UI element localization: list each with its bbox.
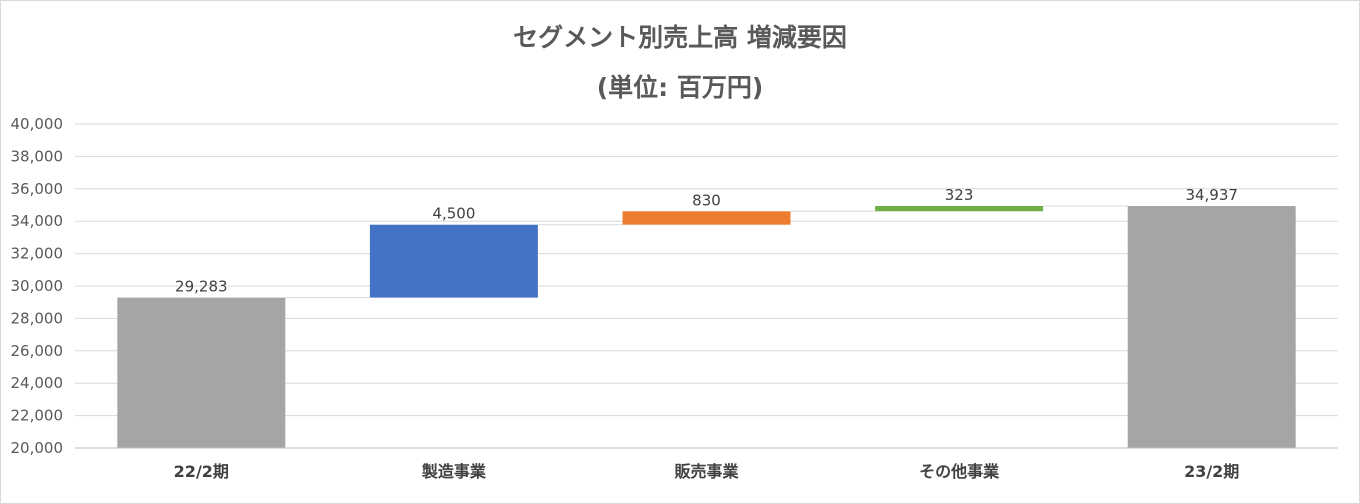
y-tick-label: 38,000 [11,147,64,165]
bar [875,206,1044,212]
chart-title: セグメント別売上高 増減要因 [513,23,847,52]
y-tick-label: 30,000 [11,277,64,295]
data-label: 830 [692,191,721,209]
data-label: 34,937 [1185,186,1238,204]
y-tick-label: 22,000 [11,407,64,425]
y-tick-label: 26,000 [11,342,64,360]
y-tick-label: 24,000 [11,374,64,392]
y-tick-label: 40,000 [11,115,64,133]
bar [369,224,538,298]
y-tick-label: 20,000 [11,439,64,457]
data-label: 323 [945,186,974,204]
x-tick-label: 23/2期 [1184,462,1239,481]
x-tick-label: 22/2期 [174,462,229,481]
y-tick-label: 36,000 [11,180,64,198]
data-label: 29,283 [175,278,228,296]
chart-subtitle: (単位: 百万円) [596,73,764,102]
x-tick-label: その他事業 [919,462,1000,481]
bar [622,211,791,225]
y-tick-label: 34,000 [11,212,64,230]
y-tick-label: 32,000 [11,245,64,263]
data-label: 4,500 [432,205,475,223]
x-tick-label: 製造事業 [421,462,487,481]
x-tick-label: 販売事業 [674,462,739,481]
bar [1127,206,1296,448]
y-tick-label: 28,000 [11,309,64,327]
bar [117,297,286,448]
